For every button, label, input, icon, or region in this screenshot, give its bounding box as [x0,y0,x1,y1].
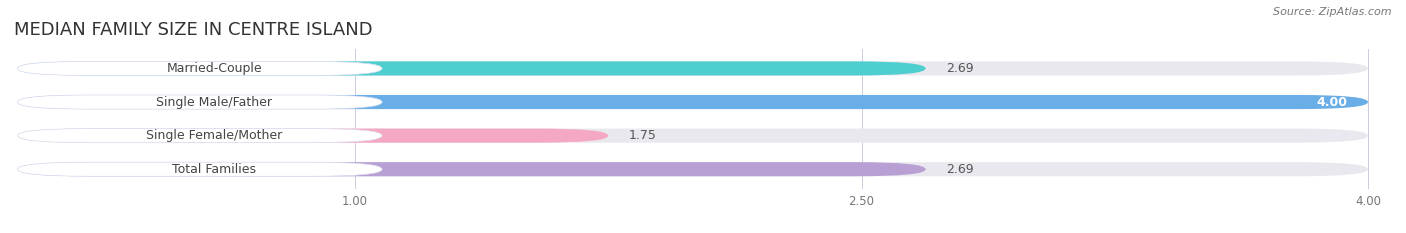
FancyBboxPatch shape [17,61,1368,75]
Text: Total Families: Total Families [173,163,256,176]
Text: 1.75: 1.75 [628,129,657,142]
FancyBboxPatch shape [17,61,382,75]
FancyBboxPatch shape [17,162,1368,176]
FancyBboxPatch shape [17,61,925,75]
FancyBboxPatch shape [17,95,1368,109]
FancyBboxPatch shape [17,129,382,143]
FancyBboxPatch shape [17,129,1368,143]
Text: 4.00: 4.00 [1317,96,1348,109]
Text: Source: ZipAtlas.com: Source: ZipAtlas.com [1274,7,1392,17]
Text: Single Male/Father: Single Male/Father [156,96,273,109]
FancyBboxPatch shape [17,95,1368,109]
Text: 2.69: 2.69 [946,163,973,176]
Text: Married-Couple: Married-Couple [166,62,262,75]
Text: MEDIAN FAMILY SIZE IN CENTRE ISLAND: MEDIAN FAMILY SIZE IN CENTRE ISLAND [14,21,373,39]
FancyBboxPatch shape [17,162,382,176]
FancyBboxPatch shape [17,162,925,176]
Text: 2.69: 2.69 [946,62,973,75]
FancyBboxPatch shape [17,129,609,143]
Text: Single Female/Mother: Single Female/Mother [146,129,283,142]
FancyBboxPatch shape [17,95,382,109]
